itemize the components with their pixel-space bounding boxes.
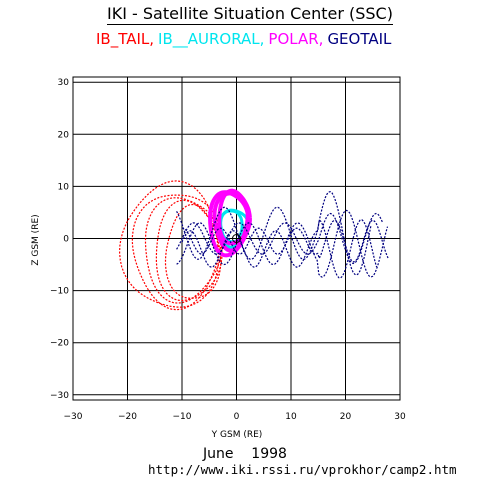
x-tick-label: 20 [340, 412, 352, 422]
source-url: http://www.iki.rssi.ru/vprokhor/camp2.ht… [148, 462, 457, 477]
x-tick-label: −10 [173, 412, 192, 422]
orbit-geotail [176, 191, 372, 276]
y-tick-label: −30 [50, 391, 69, 401]
y-axis-label: Z GSM (RE) [31, 214, 41, 265]
orbit-ib-tail [118, 180, 219, 308]
y-tick-label: 0 [63, 235, 69, 245]
orbit-ib-tail [155, 199, 223, 302]
legend-item-geotail: GEOTAIL [327, 30, 392, 48]
y-tick-label: 30 [58, 78, 70, 88]
orbit-geotail [181, 218, 378, 279]
legend: IB_TAIL, IB__AURORAL, POLAR, GEOTAIL [96, 30, 395, 48]
date-label: June 1998 [203, 446, 287, 462]
chart-title: IKI - Satellite Situation Center (SSC) [107, 4, 393, 25]
y-tick-label: 10 [58, 182, 70, 192]
x-tick-label: 0 [234, 412, 240, 422]
orbit-geotail [181, 219, 389, 263]
orbit-ib-tail [131, 194, 222, 311]
legend-item-polar: POLAR, [268, 30, 324, 48]
x-tick-label: −30 [64, 412, 83, 422]
orbit-polar [208, 190, 251, 258]
x-tick-label: 10 [285, 412, 297, 422]
y-tick-label: −20 [50, 339, 69, 349]
orbit-ib-tail [164, 203, 222, 299]
legend-item-ib-tail: IB_TAIL, [96, 30, 155, 48]
plot-grid [72, 76, 401, 401]
legend-item-ib-auroral: IB__AURORAL, [158, 30, 265, 48]
x-tick-label: −20 [118, 412, 137, 422]
x-tick-label: 30 [394, 412, 406, 422]
axis-ticks: −30 −20 −10 0 10 20 30 −30 −20 −10 0 10 20 30 [50, 78, 406, 422]
y-tick-label: −10 [50, 287, 69, 297]
earth-marker [231, 232, 242, 245]
y-tick-label: 20 [58, 130, 70, 140]
orbit-ib-tail [144, 197, 223, 304]
orbit-geotail [176, 209, 389, 278]
x-axis-label: Y GSM (RE) [211, 430, 263, 440]
